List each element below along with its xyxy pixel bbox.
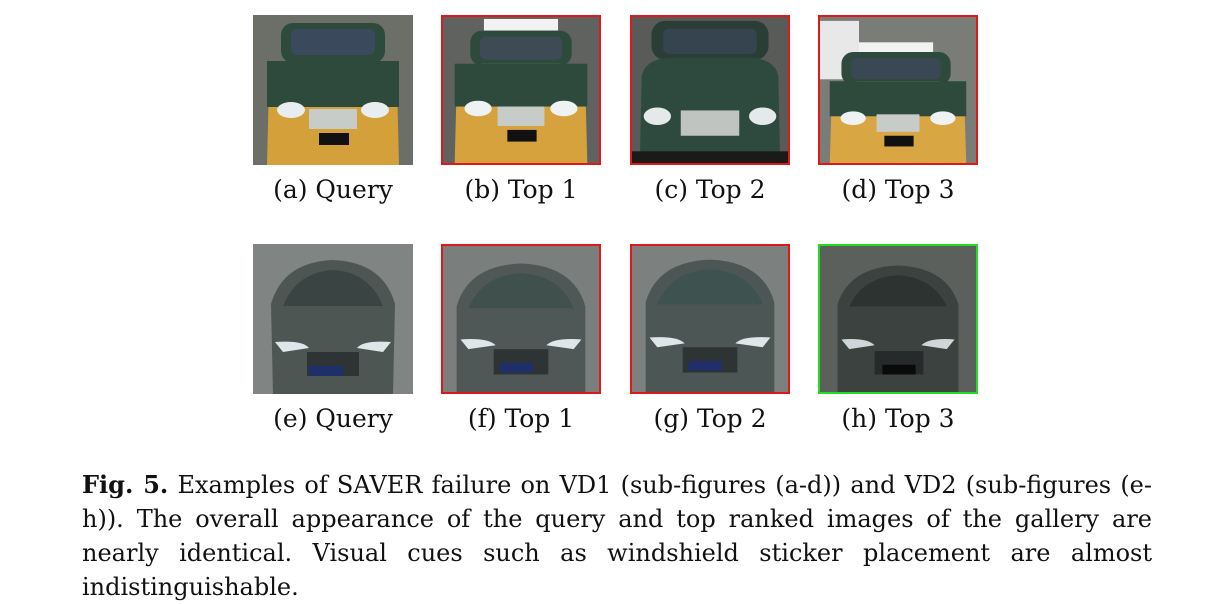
subfigure-label: (f) Top 1 (467, 404, 575, 433)
figure-caption: Fig. 5. Examples of SAVER failure on VD1… (82, 468, 1152, 604)
taxi-image (630, 15, 790, 165)
subfigure-label: (b) Top 1 (464, 175, 578, 204)
caption-text: Examples of SAVER failure on VD1 (sub-fi… (82, 471, 1152, 601)
subfigure-label: (e) Query (273, 404, 393, 433)
taxi-image (253, 15, 413, 165)
subfigure-label: (h) Top 3 (841, 404, 955, 433)
hatchback-image (630, 244, 790, 394)
subfigure-label: (d) Top 3 (841, 175, 955, 204)
taxi-image (818, 15, 978, 165)
subfigure-label: (a) Query (273, 175, 393, 204)
subfigure-label: (g) Top 2 (653, 404, 767, 433)
subfigure-label: (c) Top 2 (654, 175, 766, 204)
hatchback-image (441, 244, 601, 394)
hatchback-image (818, 244, 978, 394)
figure-number: Fig. 5. (82, 470, 169, 499)
taxi-image (441, 15, 601, 165)
hatchback-image (253, 244, 413, 394)
